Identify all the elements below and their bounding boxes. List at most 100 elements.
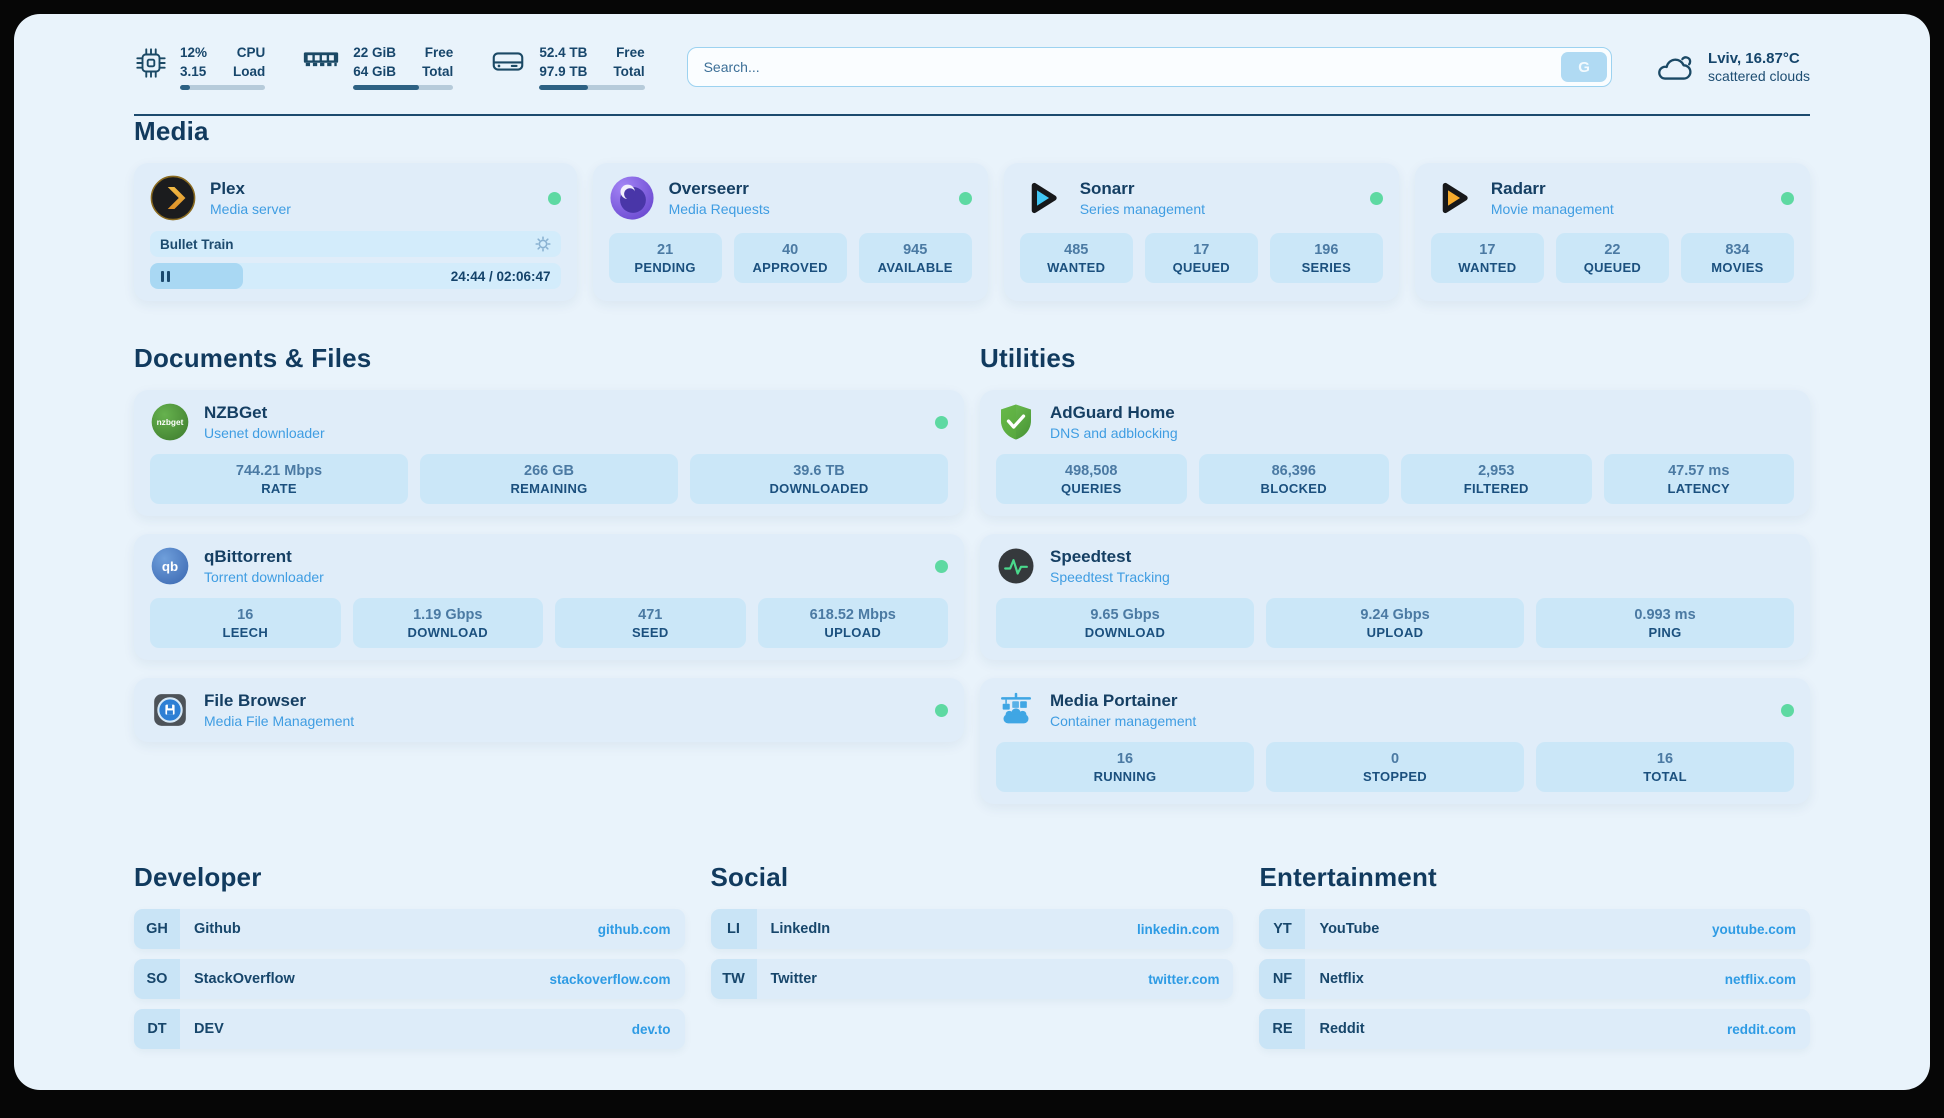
- bookmark-url: netflix.com: [1724, 971, 1796, 987]
- app-description: DNS and adblocking: [1050, 425, 1178, 442]
- cpu-usage-label: CPU: [236, 45, 266, 60]
- app-card-overseerr[interactable]: Overseerr Media Requests 21 PENDING 40 APP…: [592, 163, 988, 302]
- filebrowser-icon: [150, 690, 190, 730]
- ram-total-value: 64 GiB: [353, 63, 397, 79]
- ram-free-label: Free: [424, 45, 454, 60]
- qbittorrent-icon: qb: [150, 546, 190, 586]
- bookmark-stackoverflow[interactable]: SO StackOverflow stackoverflow.com: [134, 959, 685, 1000]
- cpu-widget: 12% CPU 3.15 Load: [134, 44, 266, 91]
- bookmark-abbr: RE: [1259, 1009, 1306, 1050]
- memory-widget: 22 GiB Free 64 GiB Total: [301, 44, 454, 91]
- app-description: Torrent downloader: [204, 569, 324, 586]
- bookmark-url: linkedin.com: [1136, 921, 1220, 937]
- stat-box: 471 SEED: [555, 598, 746, 649]
- svg-text:nzbget: nzbget: [157, 417, 184, 427]
- cloud-icon: [1658, 56, 1692, 80]
- bookmark-url: dev.to: [631, 1021, 671, 1037]
- app-card-filebrowser[interactable]: File Browser Media File Management: [134, 678, 964, 743]
- system-stats: 12% CPU 3.15 Load 22 GiB: [134, 44, 645, 91]
- bookmark-linkedin[interactable]: LI LinkedIn linkedin.com: [710, 909, 1234, 950]
- bookmark-group-social: Social LI LinkedIn linkedin.com TW Twitt…: [710, 862, 1234, 1059]
- cpu-progress-bar: [180, 85, 266, 91]
- stat-box: 2,953 FILTERED: [1401, 454, 1592, 505]
- bookmark-name: Netflix: [1319, 971, 1364, 988]
- ram-progress-bar: [353, 85, 454, 91]
- bookmark-youtube[interactable]: YT YouTube youtube.com: [1259, 909, 1810, 950]
- stat-box: 498,508 QUERIES: [996, 454, 1187, 505]
- bookmark-name: LinkedIn: [770, 921, 831, 938]
- app-name: Sonarr: [1079, 179, 1135, 199]
- top-bar: 12% CPU 3.15 Load 22 GiB: [134, 44, 1810, 91]
- media-card-row: Plex Media server Bullet Train: [134, 163, 1810, 302]
- stat-box: 1.19 Gbps DOWNLOAD: [352, 598, 543, 649]
- app-name: File Browser: [204, 691, 307, 711]
- section-title-documents: Documents & Files: [134, 343, 372, 374]
- app-card-sonarr[interactable]: Sonarr Series management 485 WANTED 17 QUE…: [1003, 163, 1399, 302]
- radarr-icon: [1431, 175, 1477, 221]
- app-card-nzbget[interactable]: nzbget NZBGet Usenet downloader 744.21 M…: [134, 390, 964, 517]
- stat-box: 17 QUEUED: [1144, 233, 1258, 284]
- app-card-speedtest[interactable]: Speedtest Speedtest Tracking 9.65 Gbps DO…: [980, 534, 1810, 661]
- bookmark-github[interactable]: GH Github github.com: [134, 909, 685, 950]
- app-description: Usenet downloader: [204, 425, 325, 442]
- bookmark-name: Reddit: [1319, 1021, 1365, 1038]
- playback-progress-bar[interactable]: 24:44 / 02:06:47: [150, 263, 561, 290]
- stat-box: 834 MOVIES: [1680, 233, 1794, 284]
- now-playing-title: Bullet Train: [160, 236, 234, 252]
- app-description: Speedtest Tracking: [1050, 569, 1170, 586]
- section-title-developer: Developer: [134, 862, 262, 893]
- bookmark-url: stackoverflow.com: [549, 971, 671, 987]
- disk-free-label: Free: [616, 45, 645, 60]
- search-provider-button[interactable]: G: [1561, 52, 1608, 83]
- stat-box: 618.52 Mbps UPLOAD: [757, 598, 948, 649]
- stat-box: 196 SERIES: [1269, 233, 1383, 284]
- bookmark-url: github.com: [597, 921, 671, 937]
- app-card-adguard[interactable]: AdGuard Home DNS and adblocking 498,508 Q…: [980, 390, 1810, 517]
- app-card-qbittorrent[interactable]: qb qBittorrent Torrent downloader 16 LEEC…: [134, 534, 964, 661]
- portainer-icon: [996, 690, 1036, 730]
- app-card-plex[interactable]: Plex Media server Bullet Train: [134, 163, 577, 302]
- stat-box: 9.24 Gbps UPLOAD: [1266, 598, 1524, 649]
- speedtest-icon: [996, 546, 1036, 586]
- disk-total-value: 97.9 TB: [539, 63, 588, 79]
- bookmark-abbr: LI: [710, 909, 757, 950]
- disk-free-value: 52.4 TB: [539, 45, 588, 60]
- stat-box: 266 GB REMAINING: [420, 454, 678, 505]
- stat-box: 22 QUEUED: [1555, 233, 1669, 284]
- bookmark-dev[interactable]: DT DEV dev.to: [134, 1009, 685, 1050]
- bookmark-twitter[interactable]: TW Twitter twitter.com: [710, 959, 1234, 1000]
- stat-box: 40 APPROVED: [733, 233, 847, 284]
- stat-box: 0.993 ms PING: [1536, 598, 1794, 649]
- bookmark-abbr: NF: [1259, 959, 1306, 1000]
- adguard-icon: [996, 402, 1036, 442]
- section-title-social: Social: [710, 862, 789, 893]
- bookmark-name: YouTube: [1319, 921, 1380, 938]
- cpu-usage-value: 12%: [180, 45, 208, 60]
- disk-progress-bar: [539, 85, 645, 91]
- stat-box: 47.57 ms LATENCY: [1603, 454, 1794, 505]
- app-description: Media server: [210, 201, 291, 218]
- stat-box: 0 STOPPED: [1266, 742, 1524, 793]
- bookmark-group-entertainment: Entertainment YT YouTube youtube.com NF …: [1259, 862, 1810, 1059]
- app-card-portainer[interactable]: Media Portainer Container management 16 R…: [980, 678, 1810, 805]
- nzbget-icon: nzbget: [150, 402, 190, 442]
- player-settings-gear-icon[interactable]: [534, 236, 551, 252]
- status-dot: [547, 191, 561, 205]
- svg-text:qb: qb: [162, 559, 178, 574]
- weather-location-temp: Lviv, 16.87°C: [1708, 50, 1800, 68]
- section-title-entertainment: Entertainment: [1259, 862, 1437, 893]
- bookmark-reddit[interactable]: RE Reddit reddit.com: [1259, 1009, 1810, 1050]
- bookmark-name: StackOverflow: [194, 971, 295, 988]
- bookmark-name: Twitter: [770, 971, 817, 988]
- stat-box: 945 AVAILABLE: [858, 233, 972, 284]
- search-input[interactable]: [686, 47, 1613, 88]
- overseerr-icon: [609, 175, 655, 221]
- pause-icon: [161, 270, 164, 282]
- status-dot: [935, 415, 948, 429]
- bookmark-abbr: YT: [1259, 909, 1306, 950]
- app-name: Radarr: [1490, 179, 1546, 199]
- cpu-icon: [136, 48, 166, 78]
- header-divider: [134, 114, 1810, 117]
- app-card-radarr[interactable]: Radarr Movie management 17 WANTED 22 QUEUE…: [1414, 163, 1810, 302]
- bookmark-netflix[interactable]: NF Netflix netflix.com: [1259, 959, 1810, 1000]
